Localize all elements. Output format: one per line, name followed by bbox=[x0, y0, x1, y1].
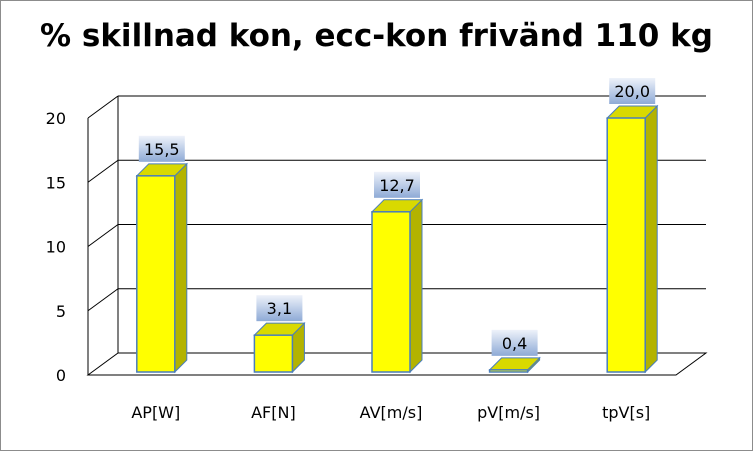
gridline-side bbox=[87, 288, 119, 312]
y-tick-label: 20 bbox=[46, 109, 66, 128]
data-label-box bbox=[491, 329, 538, 356]
bar-side bbox=[409, 198, 423, 374]
bar-side bbox=[644, 104, 658, 374]
x-category-label: AF[N] bbox=[251, 403, 296, 422]
x-axis-categories: AP[W] AF[N] AV[m/s] pV[m/s] tpV[s] bbox=[131, 403, 650, 422]
gridline-side bbox=[87, 159, 119, 183]
gridline-side bbox=[87, 224, 119, 247]
data-label-box bbox=[256, 295, 303, 322]
data-label: 3,1 bbox=[267, 299, 292, 318]
data-label: 20,0 bbox=[614, 82, 650, 101]
data-label: 12,7 bbox=[379, 176, 415, 195]
bar bbox=[488, 369, 529, 373]
chart-title: % skillnad kon, ecc-kon frivänd 110 kg bbox=[40, 18, 713, 54]
data-label: 15,5 bbox=[144, 140, 180, 159]
data-labels: 15,5 3,1 12,7 0,4 20,0 bbox=[138, 78, 656, 356]
data-label: 0,4 bbox=[502, 334, 527, 353]
bars bbox=[135, 104, 659, 374]
floor-plane bbox=[86, 352, 708, 376]
bar bbox=[371, 211, 411, 373]
data-label-box bbox=[374, 171, 420, 198]
y-tick-label: 0 bbox=[56, 366, 66, 385]
x-category-label: pV[m/s] bbox=[477, 403, 540, 422]
bar bbox=[136, 175, 176, 373]
bar bbox=[606, 117, 646, 373]
bar-side bbox=[174, 162, 188, 374]
gridline-side bbox=[87, 95, 119, 119]
y-tick-label: 15 bbox=[46, 173, 66, 192]
bar bbox=[253, 334, 294, 373]
data-label-box bbox=[609, 78, 656, 104]
x-category-label: AP[W] bbox=[131, 403, 180, 422]
x-category-label: tpV[s] bbox=[602, 403, 650, 422]
data-label-box bbox=[138, 135, 185, 162]
y-tick-label: 5 bbox=[56, 302, 66, 321]
y-axis-ticks: 0 5 10 15 20 bbox=[46, 109, 66, 385]
y-tick-label: 10 bbox=[46, 238, 66, 257]
x-category-label: AV[m/s] bbox=[360, 403, 423, 422]
